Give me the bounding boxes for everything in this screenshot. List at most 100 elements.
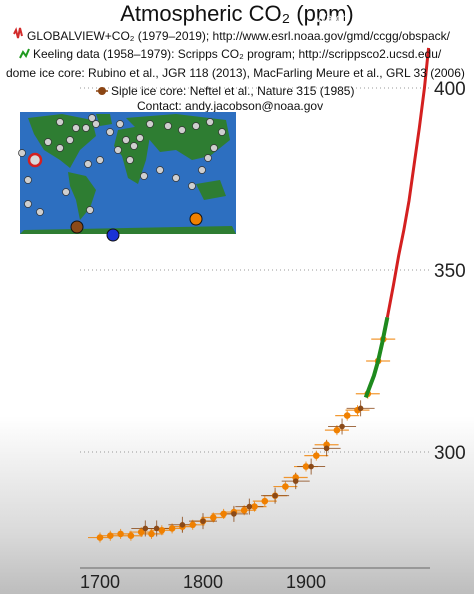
watch-overlay-label: Watch — [315, 11, 349, 25]
chart-grid — [80, 87, 430, 569]
station-dot — [140, 172, 148, 180]
y-tick-label: 300 — [434, 443, 466, 464]
siple-point — [231, 511, 237, 517]
dome-point — [148, 530, 155, 538]
y-tick-label: 350 — [434, 261, 466, 282]
legend-entry-globalview: GLOBALVIEW+CO₂ (1979–2019); http://www.e… — [13, 27, 451, 43]
keeling-line — [363, 316, 390, 399]
x-tick-label: 1900 — [286, 572, 326, 592]
siple-point — [179, 522, 186, 528]
station-dot — [204, 154, 212, 162]
station-dot — [156, 166, 164, 174]
station-dot — [198, 166, 206, 174]
dome-point — [189, 521, 196, 529]
legend-entry-keeling: Keeling data (1958–1979): Scripps CO₂ pr… — [19, 47, 442, 61]
station-dot — [146, 120, 154, 128]
station-dot — [62, 188, 70, 196]
station-highlight — [27, 152, 43, 168]
keeling-legend-icon — [19, 48, 30, 59]
station-dot — [164, 122, 172, 130]
legend-text-globalview: GLOBALVIEW+CO₂ (1979–2019); http://www.e… — [27, 29, 451, 43]
dome-point — [343, 412, 351, 419]
dome-point — [240, 506, 248, 514]
legend-entry-dome: dome ice core: Rubino et al., JGR 118 (2… — [6, 66, 465, 80]
legend-text-keeling: Keeling data (1958–1979): Scripps CO₂ pr… — [33, 47, 442, 61]
map-land — [20, 114, 236, 234]
station-dot — [126, 156, 134, 164]
station-dot — [44, 138, 52, 146]
siple-point — [292, 478, 299, 484]
station-dot — [24, 176, 32, 184]
y-axis-ticks: 300 350 400 — [434, 79, 466, 464]
dome-point — [168, 525, 176, 532]
legend: GLOBALVIEW+CO₂ (1979–2019); http://www.e… — [6, 27, 465, 113]
station-dot — [116, 120, 124, 128]
x-tick-label: 1800 — [183, 572, 223, 592]
globalview-line — [385, 47, 431, 318]
dome-point — [127, 532, 135, 540]
station-dot — [82, 124, 90, 132]
dome-point — [158, 526, 166, 534]
x-axis-ticks: 1700 1800 1900 — [80, 572, 326, 592]
dome-point — [96, 534, 104, 541]
siple-legend-icon — [98, 87, 106, 95]
station-dot — [92, 120, 100, 128]
station-dot — [36, 208, 44, 216]
dome-point — [313, 452, 320, 459]
station-dot — [192, 122, 200, 130]
station-dot — [188, 182, 196, 190]
station-dot — [106, 128, 114, 136]
station-dot — [84, 160, 92, 168]
siple-point — [272, 492, 278, 499]
dome-point — [220, 510, 227, 518]
station-dot — [178, 126, 186, 134]
siple-point — [357, 405, 364, 412]
chart-title: Atmospheric CO₂ (ppm) — [120, 1, 353, 26]
station-dot — [56, 144, 64, 152]
x-tick-label: 1700 — [80, 572, 120, 592]
south-pole-marker — [106, 228, 120, 242]
legend-text-siple: Siple ice core: Neftel et al., Nature 31… — [111, 84, 354, 98]
map-stations — [18, 114, 226, 216]
station-dot — [218, 128, 226, 136]
dome-point — [107, 532, 114, 540]
dome-point — [302, 463, 310, 470]
law-dome-site-marker — [189, 212, 203, 226]
y-tick-label: 400 — [434, 79, 466, 100]
dome-point — [261, 497, 269, 505]
station-dot — [24, 200, 32, 208]
station-dot — [172, 174, 180, 182]
contact-text: Contact: andy.jacobson@noaa.gov — [137, 99, 323, 113]
siple-point — [308, 463, 314, 470]
station-dot — [86, 206, 94, 214]
siple-point — [246, 503, 253, 510]
station-dot — [72, 124, 80, 132]
dome-point — [117, 530, 124, 538]
siple-point — [142, 525, 149, 532]
dome-point — [210, 514, 217, 521]
data-points — [96, 335, 387, 541]
legend-text-dome: dome ice core: Rubino et al., JGR 118 (2… — [6, 66, 465, 80]
dome-point — [137, 528, 145, 536]
station-dot — [56, 118, 64, 126]
station-dot — [96, 156, 104, 164]
station-dot — [136, 134, 144, 142]
siple-point — [153, 525, 160, 532]
dome-point — [282, 483, 289, 490]
station-dot — [114, 146, 122, 154]
station-dot — [18, 149, 26, 157]
station-map — [18, 112, 236, 242]
siple-site-marker — [70, 220, 84, 234]
data-lines — [363, 47, 431, 399]
station-dot — [130, 142, 138, 150]
station-dot — [206, 118, 214, 126]
siple-point — [200, 518, 206, 524]
siple-point — [323, 445, 330, 452]
station-dot — [66, 136, 74, 144]
globalview-legend-icon — [13, 27, 23, 39]
siple-point — [339, 423, 345, 430]
dome-point — [251, 503, 258, 510]
legend-entry-siple: Siple ice core: Neftel et al., Nature 31… — [96, 84, 354, 98]
station-dot — [210, 144, 218, 152]
